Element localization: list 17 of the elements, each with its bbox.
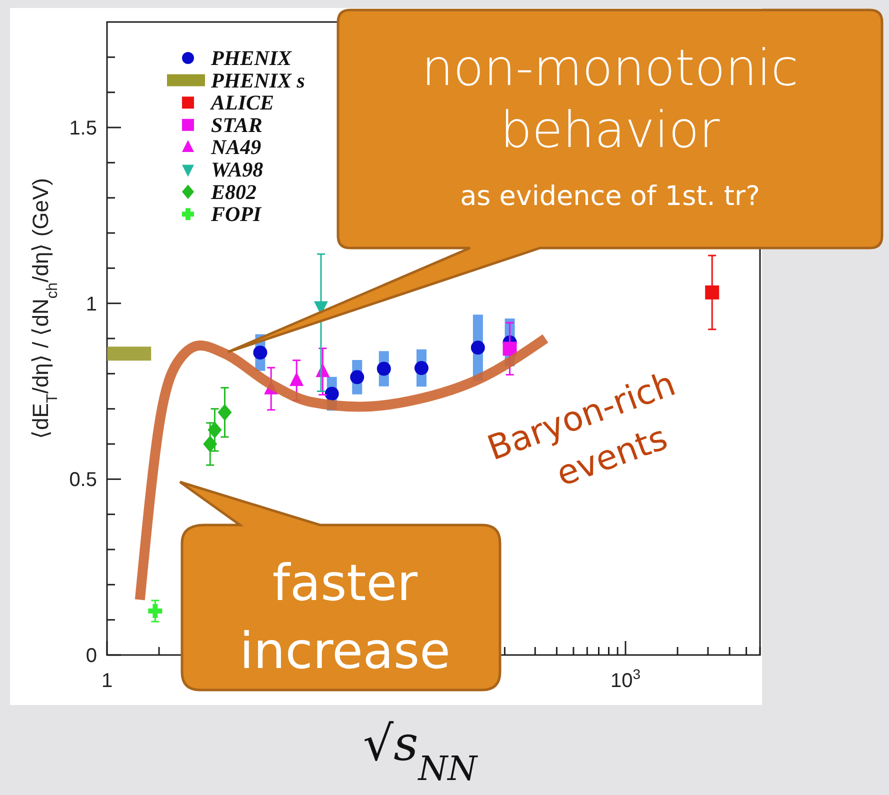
legend-label: WA98 [211, 158, 264, 182]
x-axis-title: √s$_{NN}$ [363, 716, 479, 788]
legend-label: NA49 [210, 135, 262, 160]
legend-label: STAR [211, 112, 262, 137]
y-tick-label: 0 [86, 645, 97, 667]
legend-label: PHENIX s [210, 68, 305, 92]
legend-label: E802 [210, 180, 258, 204]
annotation: as evidence of 1st. tr? [460, 181, 760, 212]
annotation: non-monotonic behavior [422, 39, 798, 159]
y-tick-label: 1 [86, 293, 97, 316]
y-tick-label: 0.5 [69, 469, 97, 492]
legend-label: PHENIX [210, 46, 293, 70]
x-tick-label: 10$^{3}$ [610, 666, 641, 692]
y-tick-label: 1.5 [69, 118, 97, 140]
legend-label: ALICE [209, 90, 274, 115]
legend-label: FOPI [210, 202, 262, 226]
annotation: faster increase [240, 554, 450, 680]
